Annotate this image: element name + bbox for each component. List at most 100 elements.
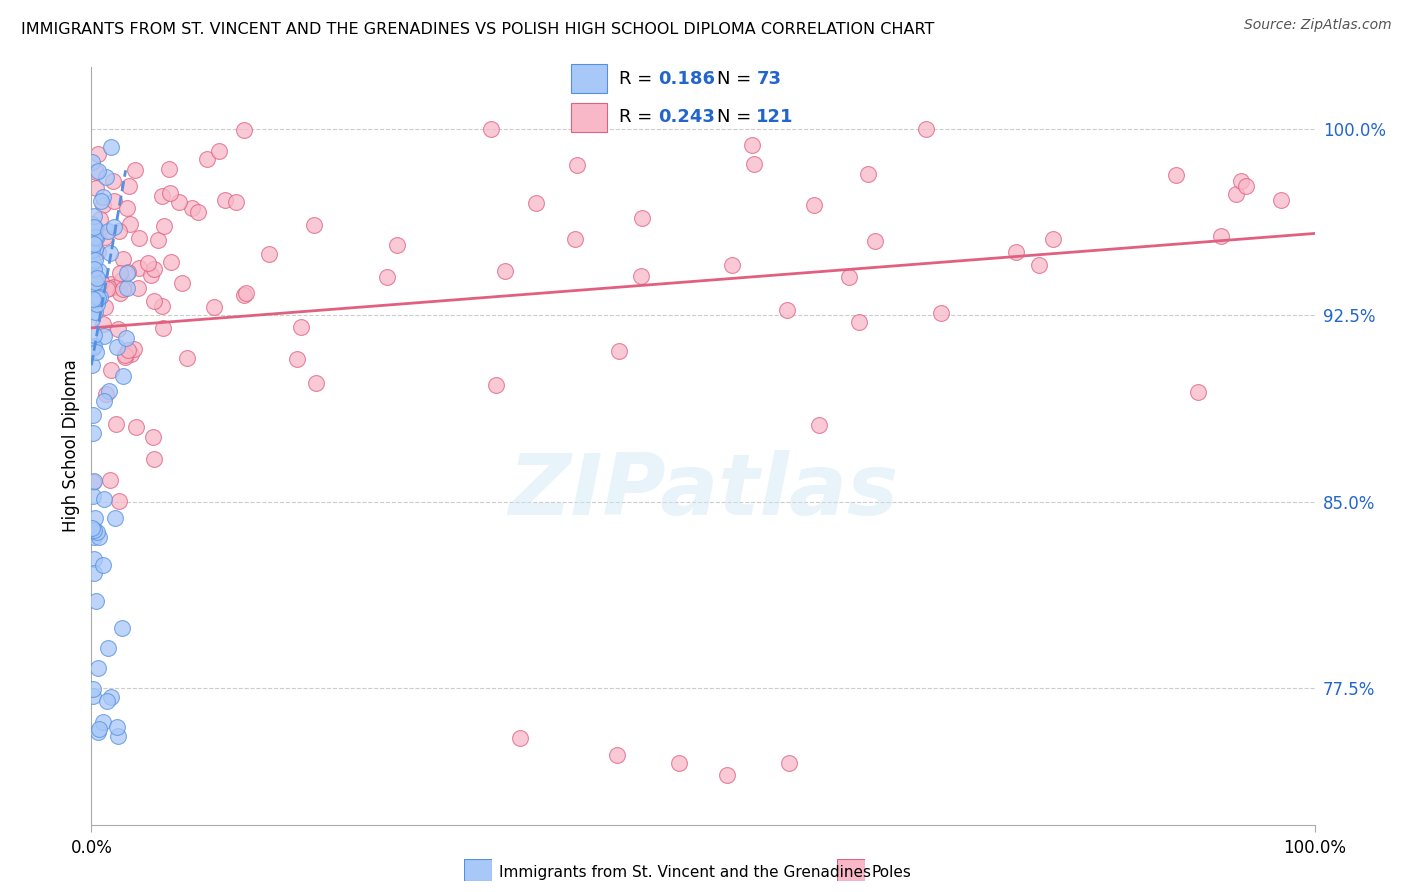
Point [83, 230, 105, 244]
Point [112, 282, 135, 296]
Point [86, 245, 108, 260]
Point [82, 272, 104, 286]
Point [214, 194, 236, 208]
Point [111, 252, 134, 266]
Point [83, 524, 105, 538]
Point [87, 291, 110, 305]
Point [105, 720, 128, 734]
Point [80, 155, 103, 169]
Point [202, 300, 225, 314]
Text: Poles: Poles [872, 865, 911, 880]
Point [93, 393, 115, 408]
Point [479, 122, 502, 136]
Point [98, 473, 121, 487]
Point [90, 194, 112, 208]
Point [741, 138, 763, 153]
Point [1229, 174, 1251, 188]
Point [83, 253, 105, 268]
Point [107, 321, 129, 335]
Point [91, 317, 114, 331]
Point [80, 217, 103, 231]
Point [103, 280, 125, 294]
Point [107, 729, 129, 743]
Point [82, 408, 104, 422]
Text: R =: R = [619, 70, 658, 87]
Point [150, 189, 173, 203]
Point [778, 756, 800, 770]
Point [84, 594, 107, 608]
Point [152, 321, 174, 335]
Point [83, 530, 105, 544]
Point [114, 350, 136, 364]
Point [176, 351, 198, 366]
Point [142, 262, 165, 277]
Point [122, 342, 145, 356]
Point [83, 552, 105, 566]
Point [83, 293, 105, 307]
Point [84, 230, 107, 244]
Point [668, 756, 690, 770]
Text: Immigrants from St. Vincent and the Grenadines: Immigrants from St. Vincent and the Gren… [499, 865, 872, 880]
Point [82, 228, 104, 243]
Point [97, 641, 120, 656]
Point [104, 510, 127, 524]
Point [84, 345, 107, 359]
Text: 0.243: 0.243 [658, 109, 714, 127]
Point [776, 302, 799, 317]
Point [1211, 229, 1233, 244]
Point [233, 123, 256, 137]
Point [103, 219, 125, 234]
Text: R =: R = [619, 109, 658, 127]
Point [848, 315, 870, 329]
Point [115, 330, 138, 344]
Point [83, 268, 105, 282]
Text: 121: 121 [756, 109, 794, 127]
Point [128, 231, 150, 245]
Point [235, 286, 257, 301]
Point [1028, 258, 1050, 272]
Point [98, 281, 121, 295]
Point [91, 558, 114, 572]
Point [838, 270, 860, 285]
Point [136, 256, 159, 270]
Point [139, 268, 162, 282]
Point [742, 157, 765, 171]
Point [108, 286, 131, 301]
Point [375, 270, 398, 285]
Point [111, 621, 134, 635]
Point [86, 725, 108, 739]
Point [1164, 168, 1187, 182]
Point [117, 265, 139, 279]
Point [142, 430, 165, 444]
Point [494, 263, 516, 277]
Point [101, 174, 124, 188]
Point [1234, 178, 1257, 193]
Point [111, 272, 134, 286]
FancyBboxPatch shape [571, 103, 607, 132]
Point [82, 475, 104, 490]
Point [187, 205, 209, 219]
Point [153, 219, 176, 233]
Point [124, 163, 146, 178]
Point [803, 198, 825, 212]
Point [117, 201, 139, 215]
Point [1187, 384, 1209, 399]
Point [94, 300, 117, 314]
Point [91, 715, 114, 730]
Point [915, 122, 938, 136]
Point [127, 280, 149, 294]
Text: 0.186: 0.186 [658, 70, 716, 87]
Point [100, 277, 122, 291]
Point [564, 231, 586, 245]
Point [83, 219, 105, 234]
Point [100, 690, 122, 705]
Point [89, 212, 111, 227]
Point [93, 198, 115, 212]
Point [82, 240, 104, 254]
Point [87, 227, 110, 241]
Point [83, 566, 105, 580]
Point [86, 165, 108, 179]
Point [304, 218, 326, 232]
Point [93, 329, 115, 343]
Point [84, 275, 107, 289]
